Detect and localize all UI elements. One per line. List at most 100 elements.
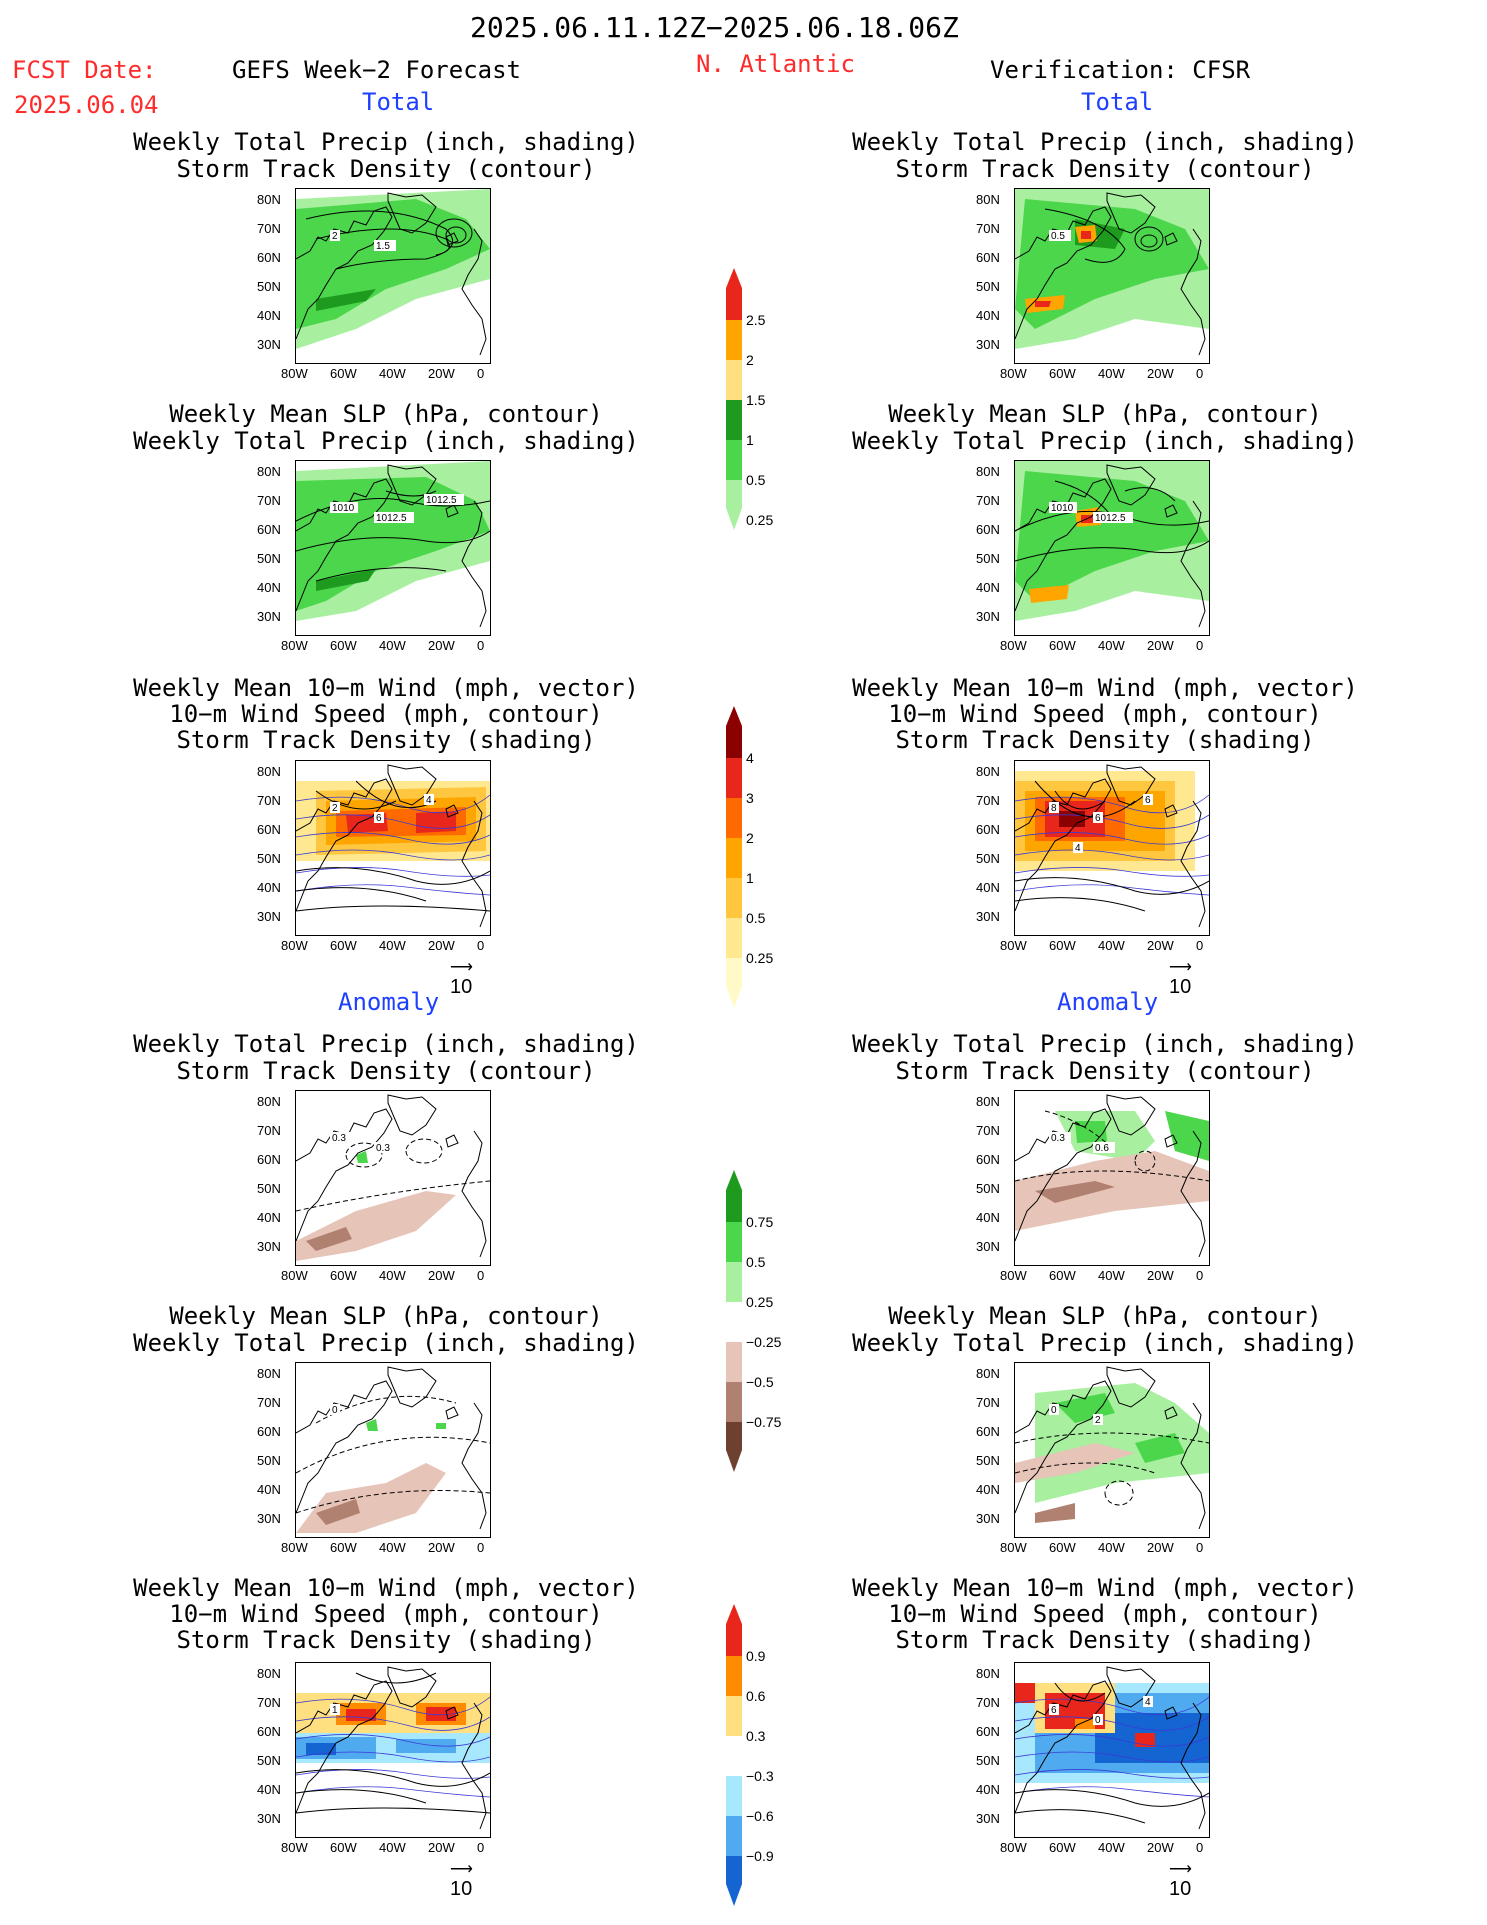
contour-label: 0 bbox=[1095, 1715, 1101, 1726]
wind-speed-contour bbox=[296, 884, 490, 896]
colorbar-swatches bbox=[726, 1170, 742, 1472]
lat-tick-label: 40N bbox=[257, 880, 281, 895]
lat-tick-label: 40N bbox=[976, 580, 1000, 595]
colorbar-swatch bbox=[726, 1170, 742, 1222]
contour-label-bg bbox=[1049, 1132, 1071, 1143]
lat-tick-label: 70N bbox=[976, 1123, 1000, 1138]
contour-label-bg bbox=[330, 502, 358, 513]
map-forecast-wind-storm: 2 6 4 bbox=[295, 760, 491, 936]
wind-speed-contour bbox=[1015, 867, 1209, 877]
lon-tick-label: 60W bbox=[330, 1840, 357, 1855]
vector-reference-arrow: ⟶ 10 bbox=[450, 960, 473, 999]
lat-tick-label: 60N bbox=[257, 1152, 281, 1167]
panel-title: Weekly Mean SLP (hPa, contour) bbox=[888, 400, 1322, 428]
lon-tick-label: 60W bbox=[1049, 1840, 1076, 1855]
lat-tick-label: 80N bbox=[257, 764, 281, 779]
contour-label: 8 bbox=[1051, 803, 1057, 814]
contour-line bbox=[1015, 1170, 1209, 1182]
panel-title: 10−m Wind Speed (mph, contour) bbox=[888, 1600, 1322, 1628]
lat-tick-label: 80N bbox=[257, 192, 281, 207]
wind-speed-contour bbox=[296, 832, 490, 845]
colorbar-label: −0.75 bbox=[746, 1414, 782, 1430]
lon-tick-label: 0 bbox=[477, 938, 485, 953]
wind-speed-contour bbox=[296, 867, 490, 877]
contour-label: 2 bbox=[332, 803, 338, 814]
colorbar-swatch bbox=[726, 1856, 742, 1906]
map-forecast-precip-storm: 2 1.5 bbox=[295, 188, 491, 364]
shading-area bbox=[1035, 301, 1051, 307]
shading-area bbox=[306, 1743, 336, 1755]
coastline bbox=[296, 1366, 487, 1530]
lon-tick-label: 80W bbox=[281, 366, 308, 381]
colorbar-label: −0.6 bbox=[746, 1808, 774, 1824]
lon-tick-label: 40W bbox=[379, 1268, 406, 1283]
colorbar-precip-anomaly: 0.75 0.5 0.25 −0.25 −0.5 −0.75 bbox=[718, 1170, 781, 1472]
contour-line bbox=[296, 1769, 490, 1787]
lon-tick-label: 0 bbox=[1196, 938, 1204, 953]
lon-tick-label: 80W bbox=[1000, 1540, 1027, 1555]
shading-area bbox=[316, 569, 376, 591]
contour-label-bg bbox=[374, 1142, 396, 1153]
lat-tick-label: 60N bbox=[976, 250, 1000, 265]
verification-title: Verification: CFSR bbox=[990, 56, 1251, 84]
contour-label-bg bbox=[1143, 1696, 1153, 1707]
contour-line bbox=[1054, 790, 1106, 810]
wind-speed-contour bbox=[1015, 832, 1209, 845]
panel-title: Storm Track Density (contour) bbox=[895, 155, 1315, 183]
contour-label-bg bbox=[1049, 502, 1077, 513]
arrow-icon: ⟶ bbox=[450, 1861, 473, 1878]
panel-title: Weekly Mean 10−m Wind (mph, vector) bbox=[852, 674, 1358, 702]
shading-area bbox=[356, 1151, 368, 1163]
contour-label: 0.3 bbox=[1051, 1133, 1065, 1144]
wind-speed-contour bbox=[1015, 1716, 1209, 1731]
map-canvas: 1010 1012.5 bbox=[1015, 461, 1209, 628]
map-forecast-precip-storm-anomaly: 0.3 0.3 bbox=[295, 1090, 491, 1266]
anomaly-label-right: Anomaly bbox=[1057, 988, 1159, 1016]
shading-area bbox=[1015, 1151, 1209, 1231]
map-verification-wind-storm: 8 6 6 4 bbox=[1014, 760, 1210, 936]
lat-tick-label: 40N bbox=[257, 1782, 281, 1797]
map-canvas: 1 bbox=[296, 1666, 490, 1830]
contour-label: 0.3 bbox=[376, 1143, 390, 1154]
map-canvas: 1010 1012.5 1012.5 bbox=[296, 461, 490, 628]
lat-tick-label: 40N bbox=[976, 308, 1000, 323]
lon-tick-label: 60W bbox=[1049, 1268, 1076, 1283]
lon-tick-label: 20W bbox=[428, 1840, 455, 1855]
arrow-icon: ⟶ bbox=[450, 959, 473, 976]
wind-speed-contour bbox=[296, 794, 490, 814]
contour-label-bg bbox=[330, 1704, 340, 1715]
panel-title: Storm Track Density (shading) bbox=[176, 1626, 596, 1654]
shading-area bbox=[1055, 1393, 1185, 1463]
colorbar-swatch bbox=[726, 360, 742, 400]
contour-label-bg bbox=[424, 794, 434, 805]
shading-area bbox=[1035, 1181, 1115, 1203]
lon-tick-label: 40W bbox=[379, 638, 406, 653]
wind-speed-contour bbox=[1015, 1769, 1209, 1779]
contour-label: 0 bbox=[332, 1405, 338, 1416]
contour-line bbox=[385, 490, 437, 497]
map-canvas: 02 bbox=[1015, 1366, 1209, 1530]
lon-tick-label: 0 bbox=[477, 366, 485, 381]
colorbar-swatch bbox=[726, 1736, 742, 1776]
lon-tick-label: 60W bbox=[1049, 938, 1076, 953]
colorbar-swatches bbox=[726, 268, 742, 530]
lon-tick-label: 20W bbox=[428, 1268, 455, 1283]
map-canvas: 6 0 4 bbox=[1015, 1666, 1209, 1830]
lat-tick-label: 80N bbox=[976, 1094, 1000, 1109]
contour-label-bg bbox=[330, 1404, 340, 1415]
contour-label-bg bbox=[330, 802, 340, 813]
panel-title: Weekly Mean 10−m Wind (mph, vector) bbox=[852, 1574, 1358, 1602]
map-canvas: 21.5 bbox=[296, 189, 490, 356]
colorbar-swatch bbox=[726, 1656, 742, 1696]
total-label-left: Total bbox=[362, 88, 435, 116]
lon-tick-label: 20W bbox=[1147, 938, 1174, 953]
contour-line bbox=[1015, 1809, 1146, 1824]
lon-tick-label: 80W bbox=[281, 1268, 308, 1283]
contour-line bbox=[1015, 1462, 1156, 1474]
lon-tick-label: 20W bbox=[428, 1540, 455, 1555]
lon-tick-label: 60W bbox=[330, 1540, 357, 1555]
contour-label-bg bbox=[1049, 1704, 1059, 1715]
lat-tick-label: 50N bbox=[976, 1181, 1000, 1196]
shading-area bbox=[1035, 1383, 1209, 1503]
colorbar-label: 1 bbox=[746, 432, 754, 448]
